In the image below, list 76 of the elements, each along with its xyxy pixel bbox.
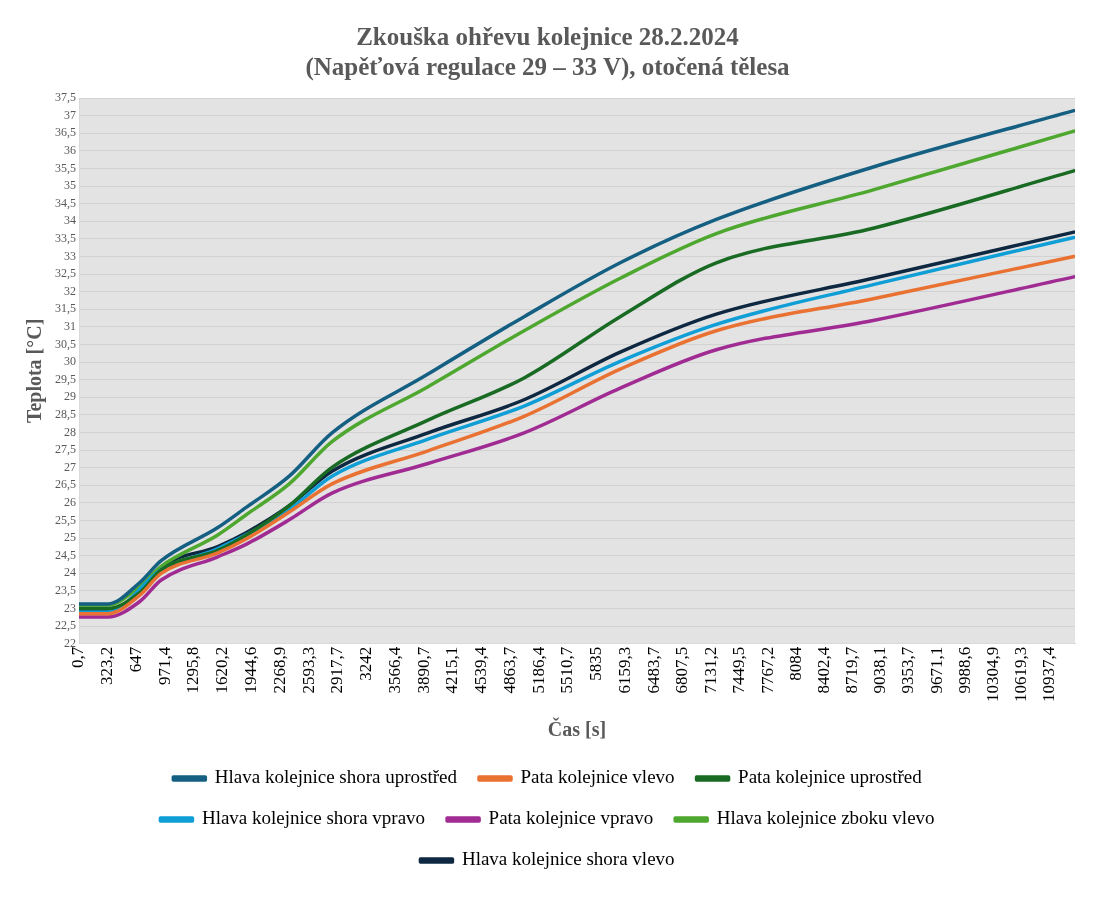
- x-tick-label: 1620,2: [212, 646, 232, 694]
- x-tick-label: 9671,1: [926, 646, 946, 694]
- y-tick-label: 30,5: [55, 336, 76, 351]
- y-tick-label: 30: [64, 354, 76, 369]
- x-tick-label: 1295,8: [183, 646, 203, 694]
- x-tick-label: 647: [125, 646, 145, 673]
- y-tick-label: 35,5: [55, 160, 76, 175]
- x-tick-label: 2917,7: [327, 646, 347, 694]
- legend-label: Pata kolejnice vlevo: [520, 766, 675, 788]
- x-tick-label: 7131,2: [701, 646, 721, 694]
- chart-title: Zkouška ohřevu kolejnice 28.2.2024 (Napěťová regulace 29 – 33 V), otočená tělesa: [305, 23, 791, 82]
- x-tick-label: 7449,5: [729, 646, 749, 694]
- y-tick-label: 33,5: [55, 230, 76, 245]
- y-tick-label: 35: [64, 178, 76, 193]
- y-tick-label: 29: [64, 389, 76, 404]
- x-tick-label: 10304,9: [982, 646, 1002, 702]
- x-tick-label: 2593,3: [298, 646, 318, 694]
- y-tick-label: 32,5: [55, 266, 76, 281]
- x-tick-label: 9353,7: [898, 646, 918, 694]
- x-tick-label: 8084: [785, 646, 805, 681]
- y-tick-label: 24,5: [55, 547, 76, 562]
- x-tick-label: 3242: [356, 646, 376, 681]
- y-tick-label: 31: [64, 319, 76, 334]
- x-tick-label: 4539,4: [471, 646, 491, 694]
- y-tick-label: 24: [64, 565, 76, 580]
- x-axis-title: Čas [s]: [547, 717, 607, 741]
- y-tick-label: 34: [64, 213, 76, 228]
- y-tick-label: 37,5: [55, 90, 76, 105]
- x-tick-label: 3890,7: [413, 646, 433, 694]
- y-tick-label: 32: [64, 283, 76, 298]
- y-tick-label: 26: [64, 495, 76, 510]
- x-tick-label: 6159,3: [614, 646, 634, 694]
- y-tick-label: 34,5: [55, 195, 76, 210]
- x-tick-label: 3566,4: [384, 646, 404, 694]
- x-tick-label: 971,4: [154, 646, 174, 685]
- x-tick-label: 0,7: [68, 646, 88, 668]
- x-tick-label: 8719,7: [842, 646, 862, 694]
- x-tick-label: 10619,3: [1010, 646, 1030, 702]
- y-tick-label: 29,5: [55, 371, 76, 386]
- y-tick-label: 28,5: [55, 407, 76, 422]
- y-tick-label: 23: [64, 600, 76, 615]
- legend-label: Hlava kolejnice shora uprostřed: [214, 766, 458, 788]
- x-tick-label: 4215,1: [442, 646, 462, 694]
- x-tick-label: 9038,1: [870, 646, 890, 694]
- legend-label: Hlava kolejnice shora vpravo: [201, 807, 426, 829]
- x-tick-label: 7767,2: [757, 646, 777, 694]
- x-tick-label: 9988,6: [954, 646, 974, 694]
- y-tick-label: 27: [64, 459, 76, 474]
- x-tick-label: 5835: [586, 646, 606, 681]
- y-tick-label: 25: [64, 530, 76, 545]
- y-tick-label: 27,5: [55, 442, 76, 457]
- x-tick-label: 5186,4: [528, 646, 548, 694]
- x-tick-label: 6483,7: [643, 646, 663, 694]
- y-tick-label: 23,5: [55, 583, 76, 598]
- y-tick-label: 31,5: [55, 301, 76, 316]
- legend-label: Pata kolejnice uprostřed: [738, 766, 923, 788]
- x-tick-label: 2268,9: [269, 646, 289, 694]
- legend-label: Hlava kolejnice shora vlevo: [461, 848, 675, 870]
- x-tick-label: 8402,4: [814, 646, 833, 694]
- legend-label: Hlava kolejnice zboku vlevo: [716, 807, 935, 829]
- x-tick-label: 5510,7: [557, 646, 577, 694]
- x-tick-label: 6807,5: [672, 646, 692, 694]
- y-tick-label: 25,5: [55, 512, 76, 527]
- x-tick-label: 4863,7: [499, 646, 519, 694]
- y-tick-label: 33: [64, 248, 76, 263]
- y-tick-label: 26,5: [55, 477, 76, 492]
- y-tick-label: 22,5: [55, 618, 76, 633]
- x-tick-label: 1944,6: [240, 646, 260, 694]
- y-tick-label: 36,5: [55, 125, 76, 140]
- legend-label: Pata kolejnice vpravo: [488, 807, 654, 829]
- y-tick-label: 36: [64, 142, 76, 157]
- x-tick-label: 323,2: [97, 646, 117, 685]
- y-axis-title: Teplota [°C]: [23, 318, 47, 424]
- y-tick-label: 37: [64, 107, 76, 122]
- y-tick-label: 28: [64, 424, 76, 439]
- x-tick-label: 10937,4: [1038, 646, 1058, 702]
